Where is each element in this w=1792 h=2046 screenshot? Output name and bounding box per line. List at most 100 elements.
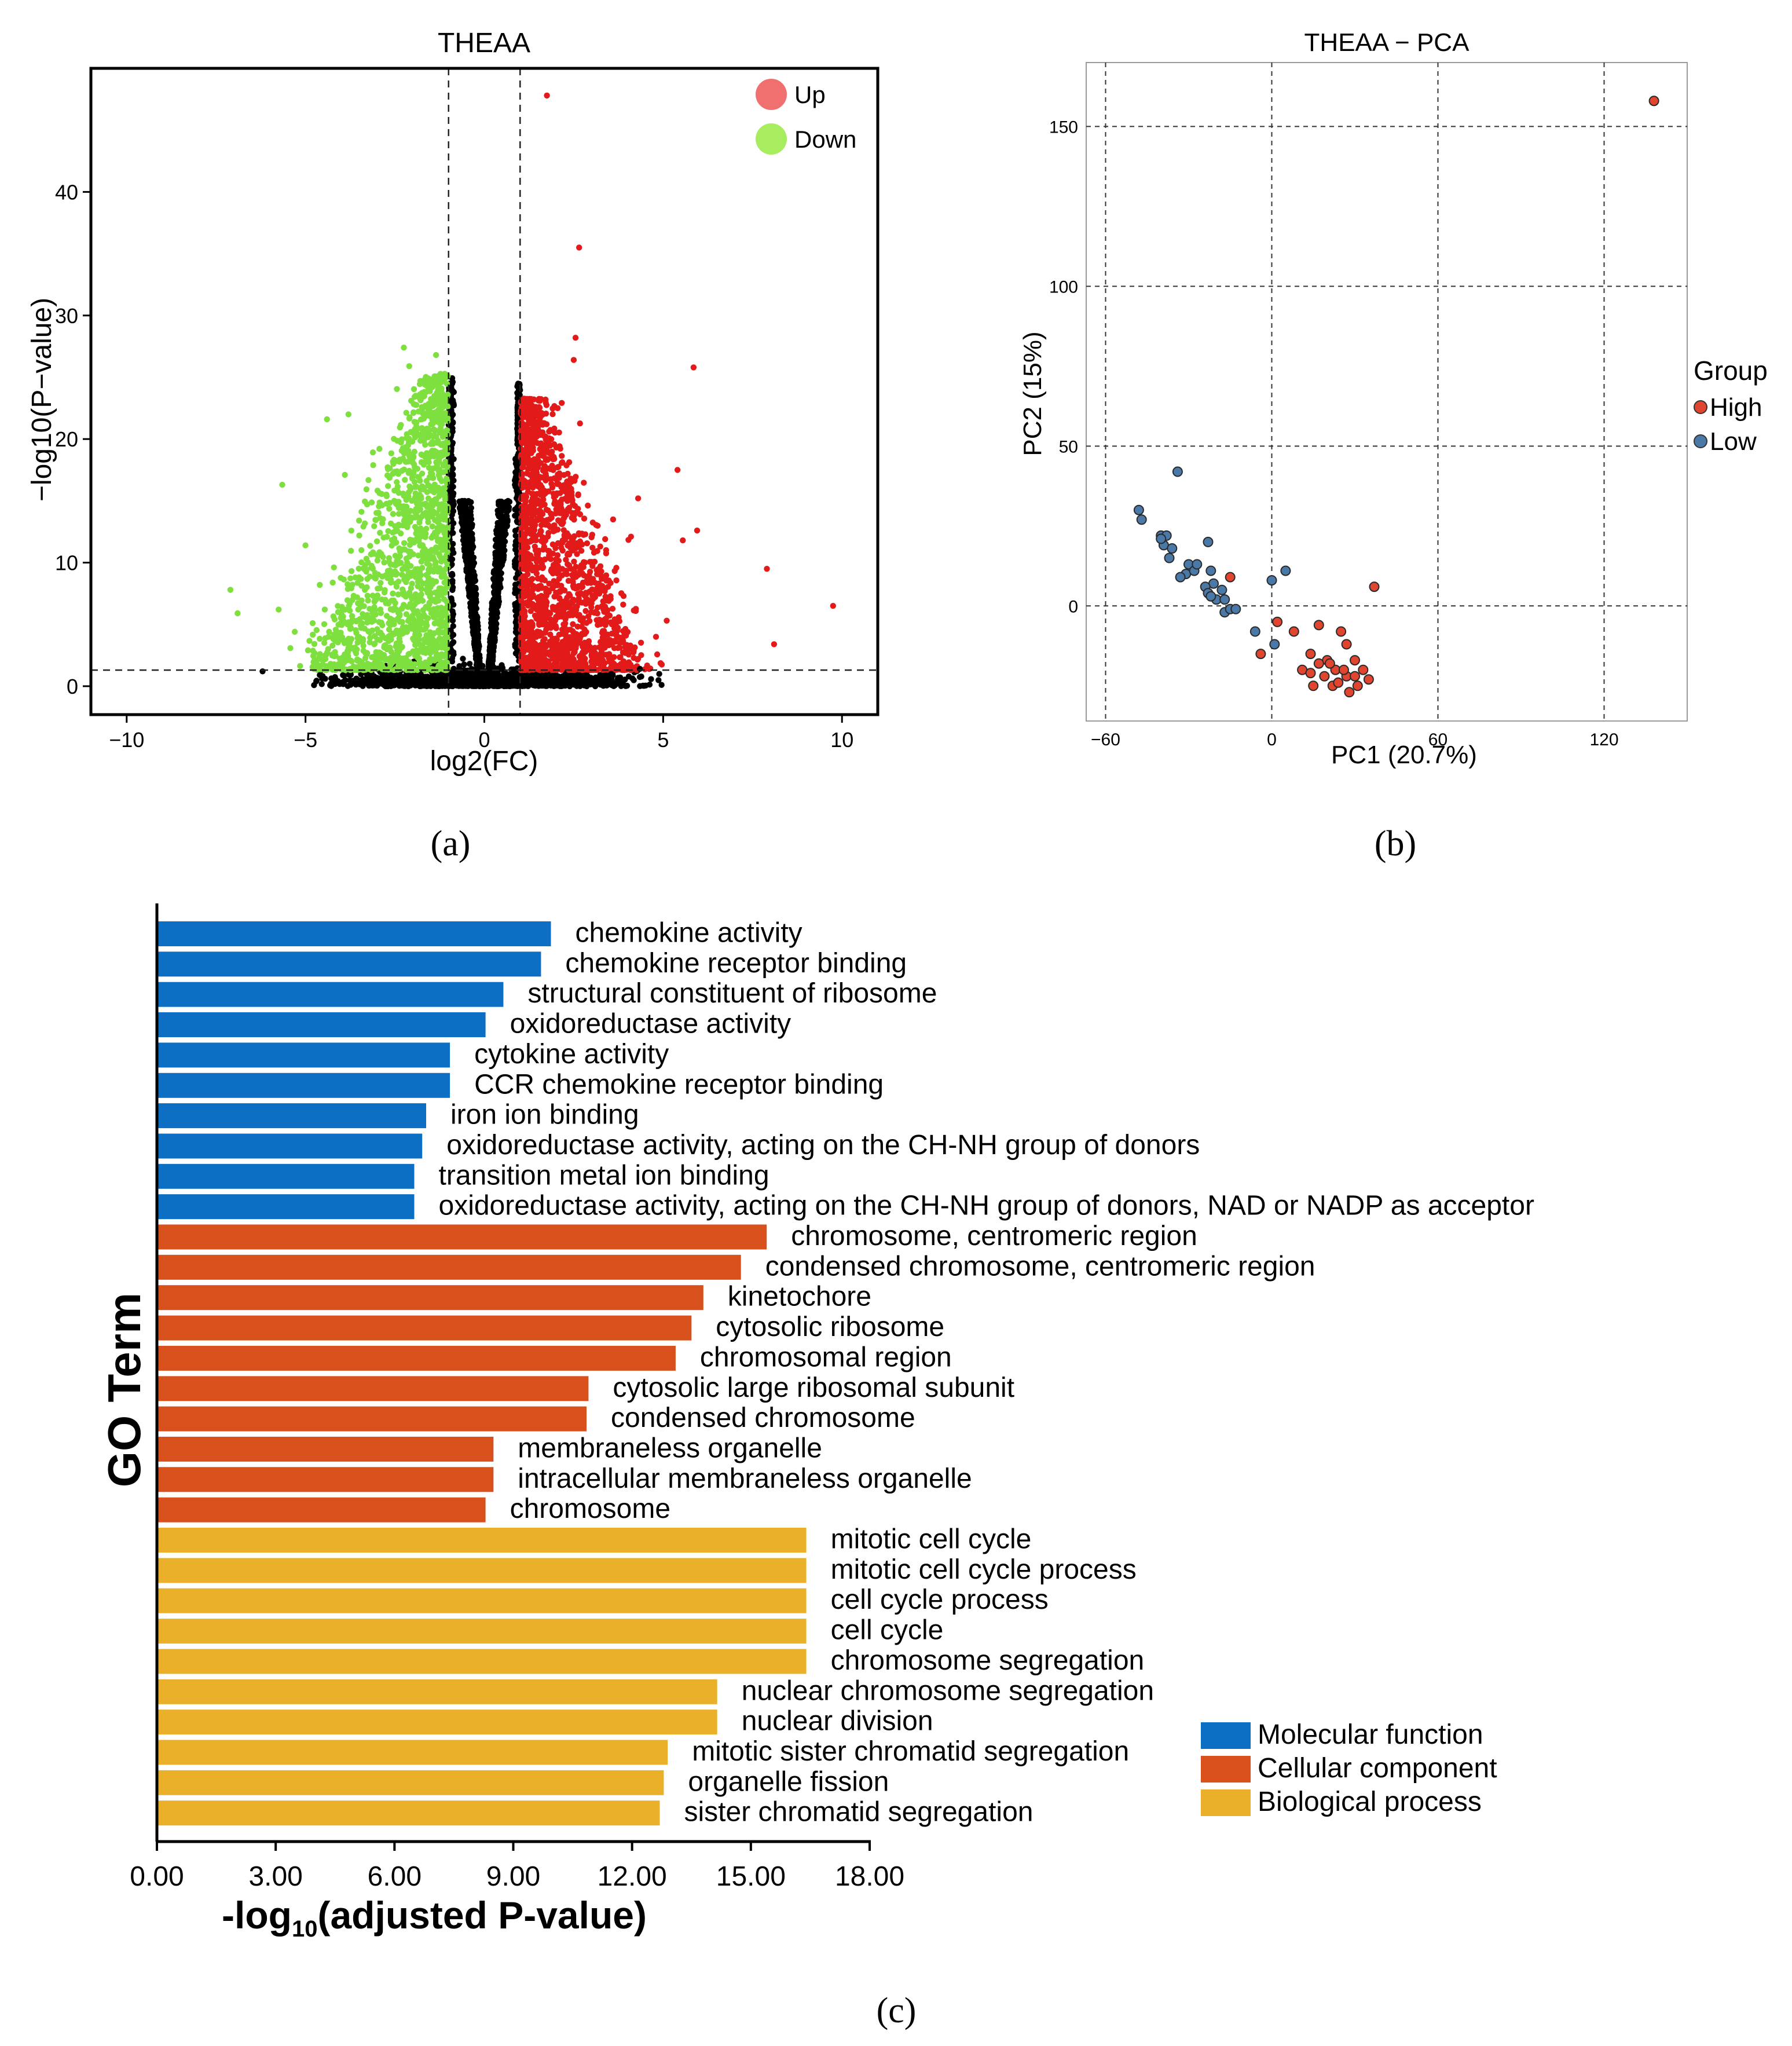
volcano-point-ns [384,682,391,689]
volcano-title: THEAA [438,28,530,58]
volcano-point-ns [658,682,665,688]
volcano-point-ns [464,546,471,552]
volcano-point-ns [456,676,463,683]
volcano-point-ns [467,661,473,667]
volcano-point-ns [533,676,540,683]
volcano-point-ns [536,683,542,689]
volcano-point-ns [493,595,500,602]
volcano-point-ns [463,522,470,529]
volcano-point-ns [497,514,504,521]
volcano-point-down [349,613,356,620]
volcano-point-down [401,540,408,546]
volcano-point-down [356,517,362,524]
volcano-point-ns [624,682,631,689]
volcano-point-ns [497,537,503,544]
volcano-point-down [418,585,424,592]
volcano-point-ns [493,582,500,589]
volcano-point-ns [436,679,442,686]
volcano-point-ns [360,678,367,685]
volcano-point-ns [490,568,497,574]
volcano-point-ns [461,497,468,504]
volcano-point-ns [468,577,474,584]
volcano-point-ns [571,675,578,681]
volcano-point-ns [494,549,500,555]
volcano-point-down [416,568,423,575]
volcano-point-ns [444,682,451,688]
volcano-point-down [384,464,391,471]
volcano-point-ns [468,666,475,672]
volcano-point-down [415,579,422,585]
volcano-point-down [425,519,431,525]
volcano-point-ns [611,682,618,689]
volcano-point-ns [464,680,471,687]
volcano-point-down [335,603,341,609]
volcano-point-ns [512,619,519,625]
volcano-point-ns [496,532,502,539]
volcano-point-down [297,663,303,669]
volcano-point-ns [512,561,518,568]
volcano-point-down [368,499,375,506]
volcano-point-ns [512,532,519,539]
volcano-point-ns [490,645,496,651]
volcano-point-ns [562,679,569,685]
volcano-point-ns [498,556,505,563]
volcano-point-ns [491,576,497,583]
volcano-point-ns [390,679,396,685]
volcano-point-ns [471,627,477,634]
volcano-point-ns [646,682,653,688]
volcano-point-ns [450,471,456,478]
volcano-point-down [438,429,445,435]
volcano-point-ns [499,503,505,510]
volcano-point-ns [409,673,415,679]
volcano-point-ns [463,515,470,521]
volcano-point-ns [656,671,662,677]
volcano-point-down [381,559,387,566]
volcano-point-down [369,449,376,456]
volcano-point-down [358,625,365,631]
volcano-point-ns [496,678,503,685]
volcano-point-ns [512,603,519,609]
volcano-point-ns [395,677,401,683]
volcano-point-down [394,386,400,392]
volcano-point-ns [476,659,482,666]
volcano-point-ns [587,681,594,688]
volcano-point-ns [450,490,457,497]
volcano-point-ns [526,680,533,686]
volcano-point-ns [485,670,492,676]
volcano-point-ns [485,682,492,688]
volcano-point-ns [473,674,479,680]
volcano-point-down [388,450,394,456]
volcano-point-ns [347,682,354,688]
volcano-point-ns [461,503,467,510]
volcano-point-down [444,564,451,570]
volcano-point-ns [512,585,519,592]
volcano-point-down [420,607,426,613]
volcano-point-ns [508,676,515,682]
volcano-point-ns [501,682,508,688]
volcano-point-down [402,477,408,483]
volcano-point-down [378,580,384,586]
volcano-point-down [375,510,382,516]
volcano-point-down [376,503,382,510]
volcano-point-ns [466,529,472,535]
volcano-point-ns [489,616,496,623]
volcano-point-ns [450,466,456,472]
volcano-point-ns [492,671,499,678]
volcano-point-ns [332,676,339,682]
volcano-point-down [398,422,404,428]
volcano-point-down [419,404,425,411]
volcano-point-ns [543,679,549,686]
volcano-point-ns [402,678,408,685]
volcano-point-ns [492,561,499,568]
volcano-point-down [313,627,320,634]
volcano-point-down [420,462,427,468]
volcano-point-ns [474,640,481,647]
volcano-point-ns [603,682,610,689]
volcano-point-ns [338,680,344,687]
volcano-point-ns [490,635,496,641]
volcano-point-ns [472,591,478,598]
volcano-point-down [311,640,318,647]
volcano-point-ns [366,682,372,689]
volcano-point-ns [479,678,486,684]
